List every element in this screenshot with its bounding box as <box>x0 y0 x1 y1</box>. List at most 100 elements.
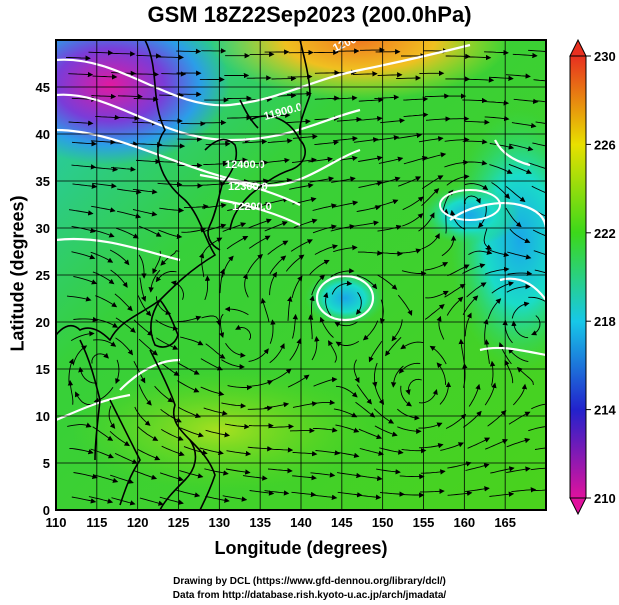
streamline <box>200 358 223 371</box>
streamline <box>356 384 372 405</box>
streamline <box>111 166 136 172</box>
streamline <box>462 295 479 316</box>
streamline <box>222 495 248 502</box>
streamline <box>333 135 358 142</box>
streamline <box>68 358 74 383</box>
streamline <box>114 452 138 465</box>
height-contour <box>56 43 471 107</box>
streamline <box>468 383 481 407</box>
y-tick-label: 5 <box>43 456 50 471</box>
streamline <box>491 281 514 294</box>
colorbar-ticks: 210 214 218 222 226 230 <box>586 49 616 506</box>
map-title: GSM 18Z22Sep2023 (200.0hPa) <box>147 2 472 27</box>
height-contour <box>199 173 301 206</box>
streamline <box>94 474 119 483</box>
streamline <box>512 383 528 406</box>
streamline <box>224 423 250 430</box>
x-tick-label: 130 <box>208 515 230 530</box>
streamline <box>219 268 225 294</box>
streamline <box>484 339 490 364</box>
streamline <box>331 280 353 295</box>
streamline <box>487 298 502 320</box>
streamline <box>396 75 421 81</box>
streamline <box>397 426 422 434</box>
x-tick-label: 135 <box>249 515 271 530</box>
streamline <box>314 244 338 255</box>
y-tick-label: 40 <box>36 127 50 142</box>
streamline <box>205 495 230 503</box>
streamline <box>468 249 493 255</box>
streamline <box>308 314 314 340</box>
streamline <box>328 340 337 363</box>
streamline <box>420 469 446 475</box>
streamline <box>132 188 158 195</box>
streamline <box>90 228 115 238</box>
streamline <box>444 283 466 298</box>
streamline <box>184 203 209 210</box>
streamline <box>70 331 95 341</box>
colorbar-tick-label: 210 <box>594 491 616 506</box>
streamline <box>73 472 98 480</box>
y-tick-label: 20 <box>36 315 50 330</box>
x-tick-label: 145 <box>331 515 353 530</box>
streamline <box>532 229 546 237</box>
streamline <box>465 463 490 471</box>
streamline <box>73 316 99 323</box>
streamline <box>402 196 424 211</box>
streamline <box>137 426 159 441</box>
streamline <box>148 269 161 293</box>
streamline <box>418 212 435 232</box>
streamline <box>335 341 360 347</box>
streamline <box>401 448 427 454</box>
streamline <box>418 389 438 404</box>
streamline <box>484 100 510 106</box>
plot-frame <box>55 39 547 511</box>
streamline <box>399 473 425 480</box>
streamline <box>355 292 362 315</box>
streamline <box>385 336 402 357</box>
streamline <box>397 132 423 139</box>
streamline <box>93 166 119 172</box>
streamline <box>65 55 91 61</box>
streamline <box>161 429 184 441</box>
streamline <box>464 183 489 191</box>
streamline <box>439 381 452 405</box>
streamline <box>66 295 92 302</box>
streamline <box>373 408 395 424</box>
streamline <box>226 450 252 457</box>
streamline <box>138 384 152 406</box>
map-grid <box>55 40 546 511</box>
streamline <box>491 182 511 199</box>
streamline <box>505 73 531 79</box>
streamline <box>311 336 320 361</box>
streamline <box>264 490 290 496</box>
colorbar-tick-label: 230 <box>594 49 616 64</box>
streamline <box>508 411 531 425</box>
y-tick-label: 0 <box>43 503 50 518</box>
streamline <box>333 408 358 418</box>
streamline <box>506 466 531 474</box>
streamline <box>377 72 403 78</box>
coastline <box>189 439 216 510</box>
streamline <box>68 209 94 216</box>
streamline <box>177 315 202 322</box>
streamline <box>285 254 305 272</box>
streamline <box>88 50 114 56</box>
streamline <box>352 71 378 77</box>
streamline <box>308 156 333 163</box>
streamline <box>447 461 472 469</box>
streamline <box>353 359 360 384</box>
streamline <box>483 228 492 250</box>
streamline <box>464 195 481 205</box>
streamline <box>312 427 338 433</box>
streamline <box>292 313 298 339</box>
streamline <box>155 270 177 283</box>
streamline <box>67 380 74 405</box>
streamline <box>377 274 398 290</box>
streamline <box>445 413 467 429</box>
height-contour <box>494 139 531 167</box>
streamline <box>463 410 482 428</box>
streamline <box>243 160 269 166</box>
streamline <box>111 497 136 506</box>
